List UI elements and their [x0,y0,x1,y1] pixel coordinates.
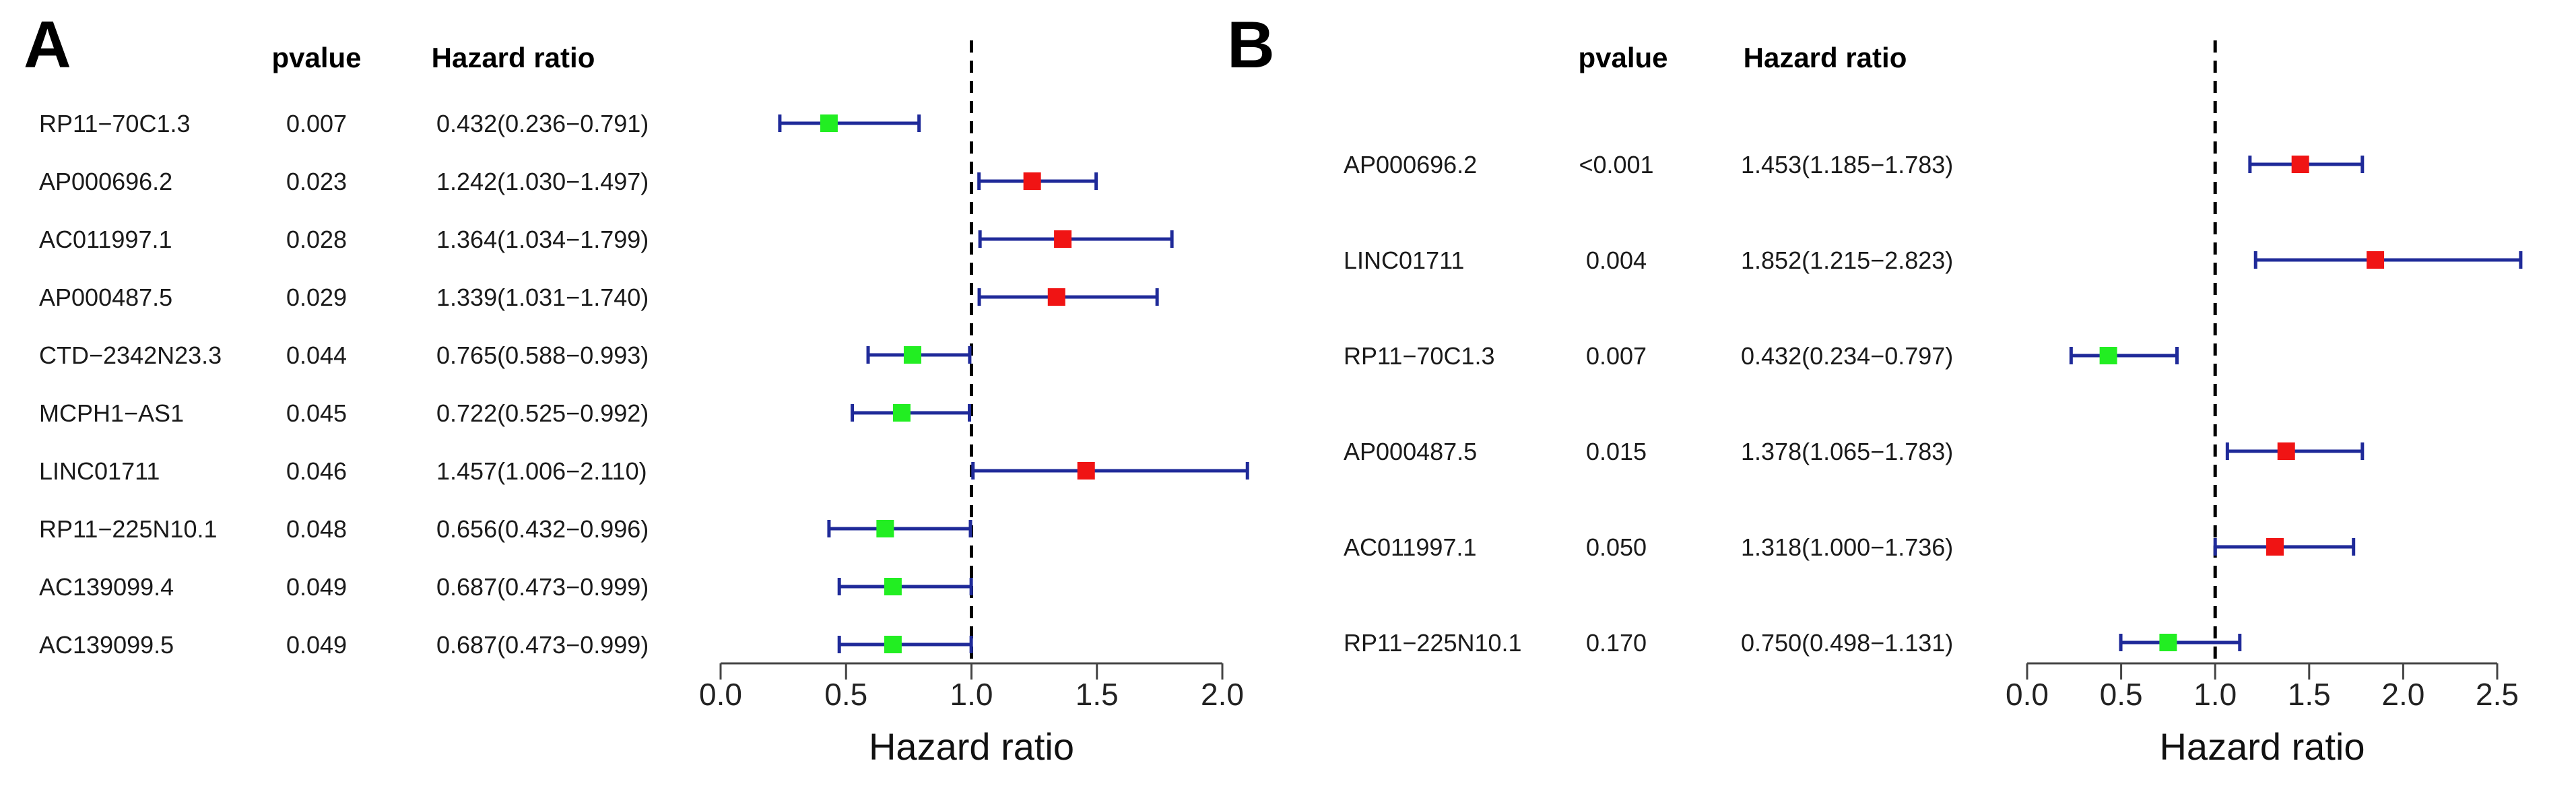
panel-b-hr-label: 1.852(1.215−2.823) [1741,246,1953,274]
panel-b-pvalue-header: pvalue [1578,42,1667,73]
panel-a-gene-label: CTD−2342N23.3 [39,341,222,369]
panel-b-gene-label: AP000487.5 [1344,438,1477,465]
panel-b-x-tick-label: 2.0 [2381,677,2424,712]
panel-a-gene-label: RP11−70C1.3 [39,110,191,137]
panel-a-point-marker [876,520,894,537]
panel-a-gene-label: LINC01711 [39,457,160,485]
panel-b-pvalue: <0.001 [1579,151,1653,178]
panel-a-point-marker [903,346,921,364]
panel-b-gene-label: RP11−70C1.3 [1344,342,1495,370]
panel-a-pvalue-header: pvalue [271,42,361,73]
panel-b-x-tick-label: 1.0 [2193,677,2237,712]
panel-a-point-marker [820,114,838,132]
panel-a-pvalue: 0.046 [286,457,347,485]
panel-a-x-tick-label: 1.0 [950,677,993,712]
panel-a-gene-label: AP000696.2 [39,168,172,195]
panel-a-gene-label: AC011997.1 [39,226,172,253]
panel-b-point-marker [2099,347,2117,364]
panel-a-x-tick-label: 1.5 [1076,677,1119,712]
panel-a-pvalue: 0.049 [286,631,347,659]
panel-a-hr-label: 0.722(0.525−0.992) [436,399,649,427]
panel-a-pvalue: 0.048 [286,515,347,543]
panel-b-pvalue: 0.007 [1586,342,1647,370]
panel-a-point-marker [1023,172,1041,190]
panel-a-hr-label: 1.364(1.034−1.799) [436,226,649,253]
panel-b-point-marker [2159,634,2177,651]
panel-b-gene-label: AP000696.2 [1344,151,1477,178]
panel-b-gene-label: RP11−225N10.1 [1344,629,1522,657]
panel-a-point-marker [1054,230,1072,248]
panel-b-point-marker [2266,538,2284,556]
panel-b-hr-label: 1.318(1.000−1.736) [1741,533,1953,561]
panel-b-pvalue: 0.015 [1586,438,1647,465]
panel-b-hr-label: 0.432(0.234−0.797) [1741,342,1953,370]
panel-a-hr-label: 0.687(0.473−0.999) [436,573,649,601]
panel-b-point-marker [2367,251,2385,269]
panel-a-pvalue: 0.049 [286,573,347,601]
panel-b-pvalue: 0.170 [1586,629,1647,657]
panel-a-gene-label: AC139099.5 [39,631,174,659]
panel-a-point-marker [1047,288,1065,306]
panel-b-x-tick-label: 2.5 [2476,677,2519,712]
panel-b-pvalue: 0.050 [1586,533,1647,561]
panel-b-x-axis-label: Hazard ratio [2159,725,2365,768]
panel-a-x-tick-label: 0.5 [824,677,867,712]
panel-b-pvalue: 0.004 [1586,246,1647,274]
panel-b-hr-label: 1.453(1.185−1.783) [1741,151,1953,178]
panel-b-point-marker [2277,442,2295,460]
panel-a-point-marker [1077,462,1095,480]
panel-a-pvalue: 0.045 [286,399,347,427]
panel-a-pvalue: 0.044 [286,341,347,369]
panel-a-gene-label: AP000487.5 [39,284,172,311]
panel-b-x-tick-label: 0.5 [2100,677,2143,712]
panel-b-hr-header: Hazard ratio [1744,42,1907,73]
panel-a-label: A [24,7,71,81]
panel-a-point-marker [892,404,911,422]
panel-a-x-tick-label: 0.0 [699,677,742,712]
panel-a-point-marker [884,636,902,653]
panel-a-hr-header: Hazard ratio [432,42,595,73]
panel-a-hr-label: 0.656(0.432−0.996) [436,515,649,543]
panel-b-x-tick-label: 0.0 [2006,677,2049,712]
panel-a-gene-label: RP11−225N10.1 [39,515,218,543]
panel-a-x-tick-label: 2.0 [1201,677,1244,712]
panel-a-hr-label: 1.457(1.006−2.110) [436,457,647,485]
panel-a-gene-label: MCPH1−AS1 [39,399,184,427]
panel-a-hr-label: 0.687(0.473−0.999) [436,631,649,659]
panel-b-hr-label: 1.378(1.065−1.783) [1741,438,1953,465]
panel-a-hr-label: 0.765(0.588−0.993) [436,341,649,369]
panel-a-pvalue: 0.023 [286,168,347,195]
panel-a-hr-label: 1.339(1.031−1.740) [436,284,649,311]
panel-a-pvalue: 0.029 [286,284,347,311]
panel-a-pvalue: 0.007 [286,110,347,137]
panel-a-x-axis-label: Hazard ratio [869,725,1074,768]
panel-b-label: B [1227,7,1275,81]
panel-a-hr-label: 1.242(1.030−1.497) [436,168,649,195]
panel-b-x-tick-label: 1.5 [2288,677,2331,712]
panel-b-gene-label: LINC01711 [1344,246,1464,274]
panel-a-pvalue: 0.028 [286,226,347,253]
panel-a-hr-label: 0.432(0.236−0.791) [436,110,649,137]
panel-a-gene-label: AC139099.4 [39,573,174,601]
panel-b-point-marker [2291,156,2309,173]
panel-a-point-marker [884,578,902,595]
panel-b-gene-label: AC011997.1 [1344,533,1477,561]
panel-b-hr-label: 0.750(0.498−1.131) [1741,629,1953,657]
